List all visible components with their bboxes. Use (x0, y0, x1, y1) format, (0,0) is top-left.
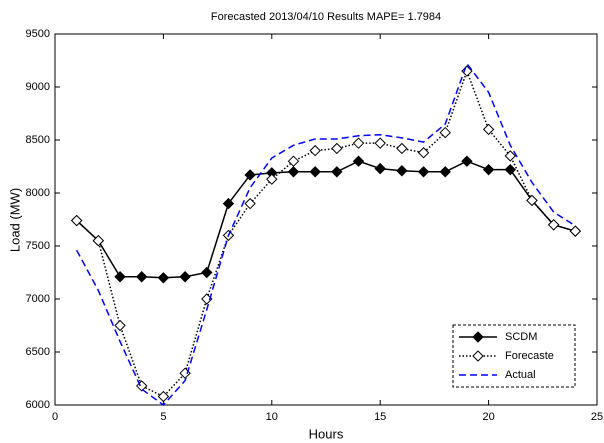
y-tick-label: 8000 (26, 187, 50, 199)
marker (396, 165, 408, 177)
x-axis-label: Hours (309, 426, 344, 441)
marker (417, 166, 430, 178)
marker (396, 142, 408, 155)
marker (266, 173, 278, 185)
y-tick-label: 6500 (26, 346, 50, 358)
marker (244, 169, 256, 181)
legend-label: Forecaste (505, 350, 554, 362)
marker (136, 271, 148, 283)
marker (472, 331, 484, 343)
marker (331, 142, 343, 155)
marker (244, 197, 256, 210)
marker (287, 155, 300, 167)
marker (157, 390, 170, 403)
marker (201, 266, 213, 279)
chart-title: Forecasted 2013/04/10 Results MAPE= 1.79… (211, 11, 441, 23)
marker (526, 194, 538, 207)
x-tick-label: 25 (591, 411, 603, 423)
marker (157, 272, 170, 284)
marker (374, 137, 386, 149)
series-line (76, 68, 576, 398)
marker (114, 319, 126, 332)
series-line (76, 62, 576, 407)
y-tick-label: 9000 (26, 81, 50, 93)
x-tick-label: 10 (266, 411, 278, 423)
y-tick-label: 6000 (26, 399, 50, 411)
marker (222, 197, 235, 210)
legend-label: SCDM (505, 331, 537, 343)
y-axis-label: Load (MW) (7, 188, 22, 252)
marker (114, 271, 126, 283)
x-tick-label: 15 (374, 411, 386, 423)
marker (439, 126, 451, 139)
marker (374, 162, 386, 175)
marker (331, 166, 343, 178)
marker (439, 166, 451, 178)
axes-box (54, 33, 598, 406)
marker (309, 166, 321, 178)
legend-label: Actual (505, 369, 536, 381)
marker (92, 234, 105, 247)
marker (482, 123, 495, 136)
x-tick-label: 20 (482, 411, 494, 423)
marker (482, 163, 495, 176)
marker (179, 271, 191, 283)
x-tick-label: 5 (160, 411, 166, 423)
marker (569, 225, 582, 237)
marker (309, 144, 321, 157)
marker (504, 163, 516, 176)
marker (352, 137, 365, 149)
marker (547, 219, 560, 231)
marker (504, 150, 516, 162)
y-tick-label: 8500 (26, 134, 50, 146)
y-tick-label: 9500 (26, 28, 50, 40)
marker (417, 147, 430, 159)
x-tick-label: 0 (52, 411, 58, 423)
y-tick-label: 7000 (26, 293, 50, 305)
marker (352, 155, 365, 167)
marker (287, 166, 300, 178)
marker (461, 155, 473, 167)
marker (472, 350, 484, 362)
y-tick-label: 7500 (26, 240, 50, 252)
marker (70, 214, 83, 227)
